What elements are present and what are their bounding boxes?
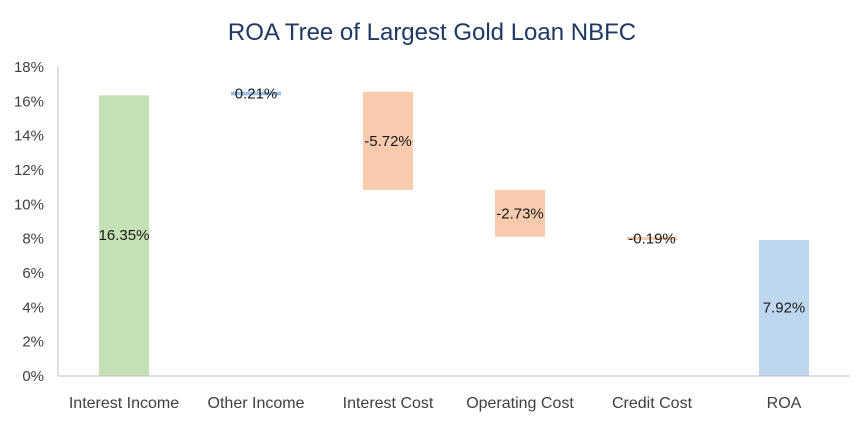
x-axis: Interest Income Other Income Interest Cost… <box>69 395 802 412</box>
y-tick-label: 10% <box>14 196 44 213</box>
bar-roa <box>759 240 809 376</box>
y-tick-label: 2% <box>22 334 44 351</box>
data-label: 0.21% <box>235 86 278 103</box>
data-label: 7.92% <box>763 299 806 316</box>
y-tick-label: 8% <box>22 231 44 248</box>
data-labels: 16.35% 0.21% -5.72% -2.73% -0.19% 7.92% <box>99 86 806 317</box>
data-label: -2.73% <box>496 205 544 222</box>
x-tick-label: ROA <box>767 395 802 412</box>
bar-other-income <box>231 91 281 96</box>
y-tick-label: 0% <box>22 368 44 385</box>
x-tick-label: Operating Cost <box>466 395 574 412</box>
bar-interest-cost <box>363 91 413 190</box>
y-tick-label: 18% <box>14 59 44 76</box>
bar-operating-cost <box>495 189 545 237</box>
x-tick-label: Interest Income <box>69 395 179 412</box>
chart-title: ROA Tree of Largest Gold Loan NBFC <box>228 19 636 46</box>
x-tick-label: Other Income <box>208 395 305 412</box>
y-tick-label: 16% <box>14 93 44 110</box>
x-tick-label: Credit Cost <box>612 395 693 412</box>
bars <box>99 91 809 376</box>
bar-credit-cost <box>627 236 677 241</box>
data-label: -5.72% <box>364 133 412 150</box>
y-tick-label: 12% <box>14 162 44 179</box>
data-label: -0.19% <box>628 230 676 247</box>
x-tick-label: Interest Cost <box>343 395 434 412</box>
y-tick-label: 14% <box>14 128 44 145</box>
y-axis: 0% 2% 4% 6% 8% 10% 12% 14% 16% 18% <box>14 59 44 385</box>
y-tick-label: 4% <box>22 299 44 316</box>
data-label: 16.35% <box>99 227 150 244</box>
bar-interest-income <box>99 95 149 376</box>
y-tick-label: 6% <box>22 265 44 282</box>
